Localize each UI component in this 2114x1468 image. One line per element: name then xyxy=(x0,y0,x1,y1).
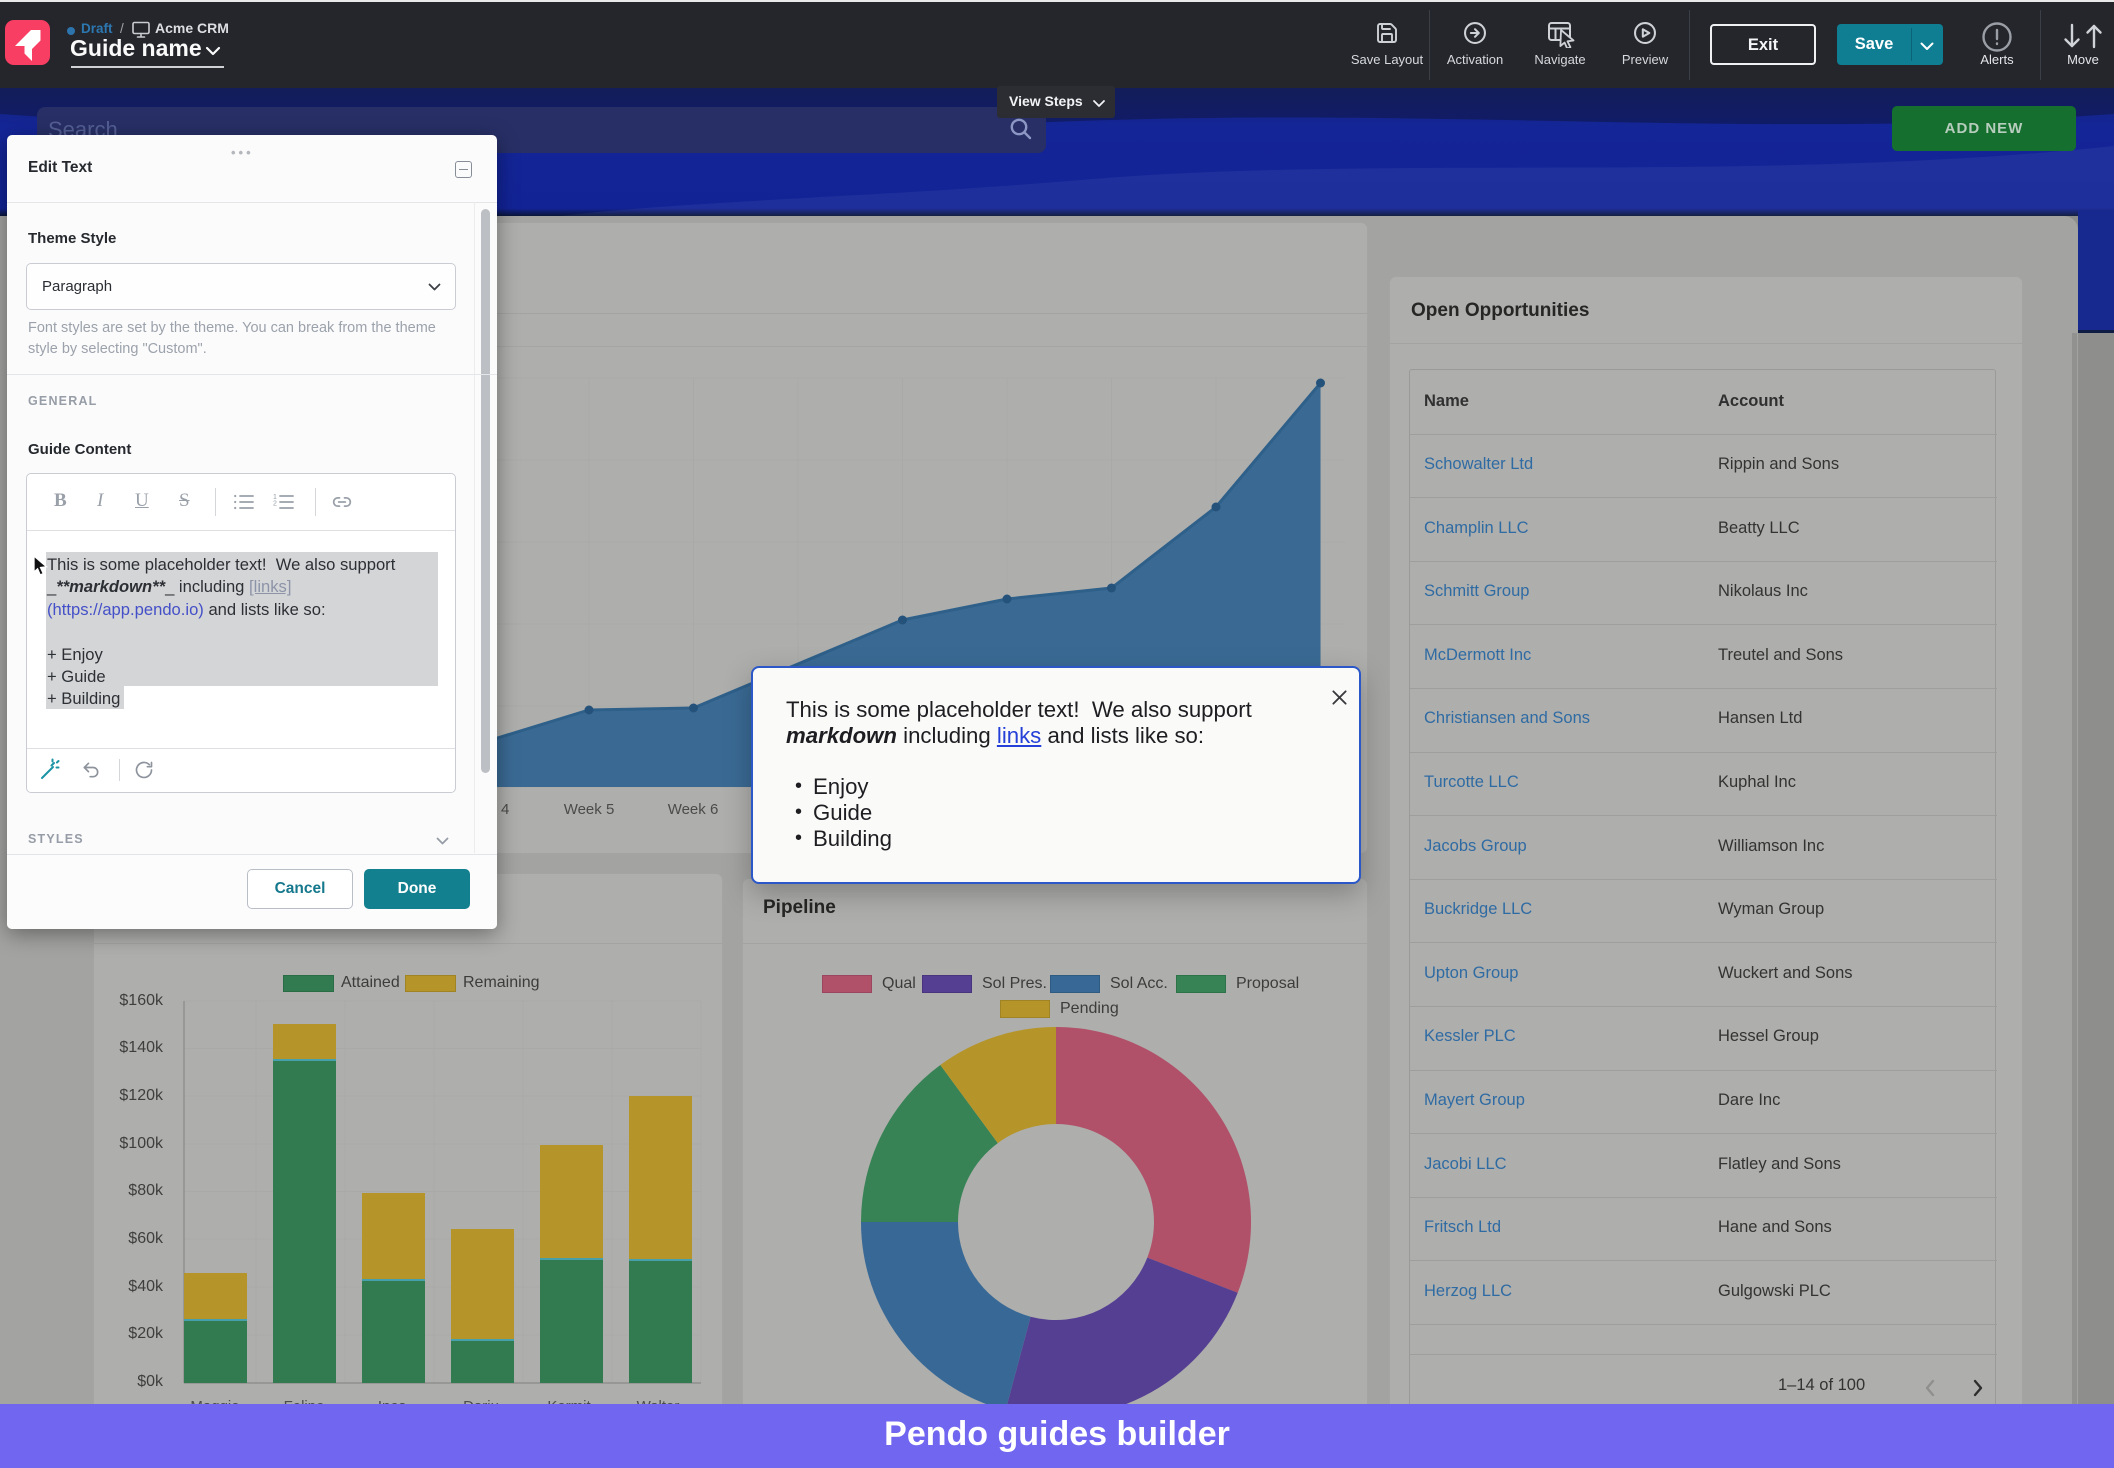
svg-text:2: 2 xyxy=(273,501,277,508)
svg-text:1: 1 xyxy=(273,494,277,501)
